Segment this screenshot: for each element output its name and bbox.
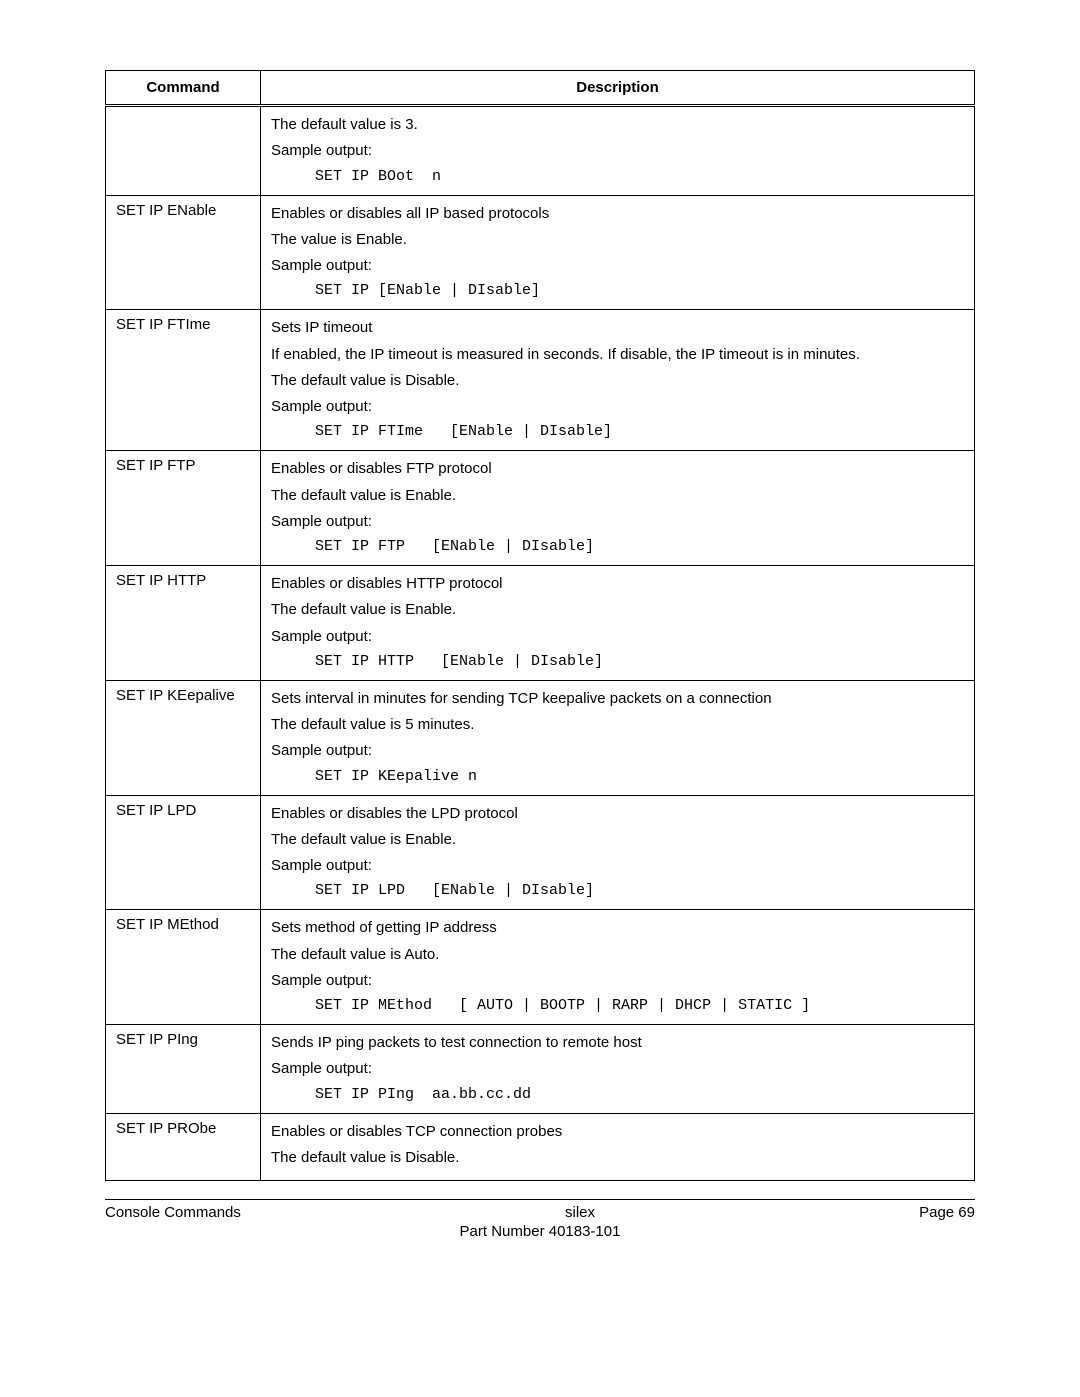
- table-row: SET IP MEthodSets method of getting IP a…: [106, 910, 975, 1025]
- description-cell: The default value is 3. Sample output: SET…: [261, 106, 975, 196]
- code-sample: SET IP MEthod [ AUTO | BOOTP | RARP | DH…: [315, 997, 964, 1014]
- description-text: The default value is Auto.: [271, 945, 964, 965]
- table-row: SET IP KEepalive Sets interval in minutes…: [106, 680, 975, 795]
- description-text: The default value is 5 minutes.: [271, 715, 964, 735]
- code-sample: SET IP [ENable | DIsable]: [315, 282, 964, 299]
- code-sample: SET IP BOot n: [315, 168, 964, 185]
- description-text: Enables or disables all IP based protoco…: [271, 204, 964, 224]
- document-page: Command Description The default value is…: [0, 0, 1080, 1280]
- description-text: If enabled, the IP timeout is measured i…: [271, 345, 964, 365]
- command-cell: SET IP PIng: [106, 1025, 261, 1114]
- description-text: Enables or disables the LPD protocol: [271, 804, 964, 824]
- table-row: SET IP FTIme Sets IP timeout If enabled, t…: [106, 310, 975, 451]
- description-text: Enables or disables TCP connection probe…: [271, 1122, 964, 1142]
- description-text: Sets method of getting IP address: [271, 918, 964, 938]
- footer-center: silex: [241, 1204, 919, 1221]
- description-cell: Sets IP timeout If enabled, the IP timeou…: [261, 310, 975, 451]
- table-row: SET IP FTPEnables or disables FTP protoc…: [106, 451, 975, 566]
- command-cell: SET IP FTIme: [106, 310, 261, 451]
- description-text: The default value is Enable.: [271, 486, 964, 506]
- table-row: SET IP PIng Sends IP ping packets to test…: [106, 1025, 975, 1114]
- description-cell: Enables or disables the LPD protocol The …: [261, 795, 975, 910]
- table-row: The default value is 3. Sample output: SET…: [106, 106, 975, 196]
- description-text: Enables or disables HTTP protocol: [271, 574, 964, 594]
- description-text: Sets IP timeout: [271, 318, 964, 338]
- description-cell: Enables or disables TCP connection probe…: [261, 1113, 975, 1181]
- page-footer: Console Commands silex Page 69: [105, 1204, 975, 1221]
- description-text: Sample output:: [271, 971, 964, 991]
- table-row: SET IP LPDEnables or disables the LPD pr…: [106, 795, 975, 910]
- command-cell: SET IP HTTP: [106, 566, 261, 681]
- command-cell: SET IP MEthod: [106, 910, 261, 1025]
- code-sample: SET IP FTP [ENable | DIsable]: [315, 538, 964, 555]
- description-cell: Enables or disables FTP protocol The defa…: [261, 451, 975, 566]
- code-sample: SET IP HTTP [ENable | DIsable]: [315, 653, 964, 670]
- table-row: SET IP ENable Enables or disables all IP …: [106, 195, 975, 310]
- description-text: The default value is Disable.: [271, 371, 964, 391]
- description-cell: Sends IP ping packets to test connection…: [261, 1025, 975, 1114]
- description-text: Sample output:: [271, 741, 964, 761]
- header-description: Description: [261, 71, 975, 106]
- code-sample: SET IP FTIme [ENable | DIsable]: [315, 423, 964, 440]
- description-text: Enables or disables FTP protocol: [271, 459, 964, 479]
- code-sample: SET IP KEepalive n: [315, 768, 964, 785]
- description-text: Sample output:: [271, 141, 964, 161]
- description-cell: Enables or disables HTTP protocol The def…: [261, 566, 975, 681]
- description-text: Sample output:: [271, 512, 964, 532]
- description-cell: Sets method of getting IP address The def…: [261, 910, 975, 1025]
- description-text: The default value is 3.: [271, 115, 964, 135]
- description-text: Sets interval in minutes for sending TCP…: [271, 689, 964, 709]
- footer-separator: [105, 1199, 975, 1200]
- command-cell: SET IP PRObe: [106, 1113, 261, 1181]
- table-row: SET IP PRObe Enables or disables TCP conn…: [106, 1113, 975, 1181]
- footer-left: Console Commands: [105, 1204, 241, 1221]
- description-text: The default value is Enable.: [271, 830, 964, 850]
- description-text: Sends IP ping packets to test connection…: [271, 1033, 964, 1053]
- description-cell: Sets interval in minutes for sending TCP…: [261, 680, 975, 795]
- command-cell: SET IP FTP: [106, 451, 261, 566]
- description-text: The default value is Disable.: [271, 1148, 964, 1168]
- table-body: The default value is 3.Sample output:SET…: [106, 106, 975, 1181]
- description-text: Sample output:: [271, 256, 964, 276]
- footer-part-number: Part Number 40183-101: [105, 1223, 975, 1240]
- command-cell: [106, 106, 261, 196]
- description-text: The value is Enable.: [271, 230, 964, 250]
- table-row: SET IP HTTPEnables or disables HTTP prot…: [106, 566, 975, 681]
- description-text: Sample output:: [271, 397, 964, 417]
- description-text: Sample output:: [271, 627, 964, 647]
- description-text: The default value is Enable.: [271, 600, 964, 620]
- description-text: Sample output:: [271, 856, 964, 876]
- table-header-row: Command Description: [106, 71, 975, 106]
- command-cell: SET IP ENable: [106, 195, 261, 310]
- description-text: Sample output:: [271, 1059, 964, 1079]
- description-cell: Enables or disables all IP based protoco…: [261, 195, 975, 310]
- code-sample: SET IP LPD [ENable | DIsable]: [315, 882, 964, 899]
- command-cell: SET IP LPD: [106, 795, 261, 910]
- code-sample: SET IP PIng aa.bb.cc.dd: [315, 1086, 964, 1103]
- footer-right: Page 69: [919, 1204, 975, 1221]
- header-command: Command: [106, 71, 261, 106]
- commands-table: Command Description The default value is…: [105, 70, 975, 1181]
- command-cell: SET IP KEepalive: [106, 680, 261, 795]
